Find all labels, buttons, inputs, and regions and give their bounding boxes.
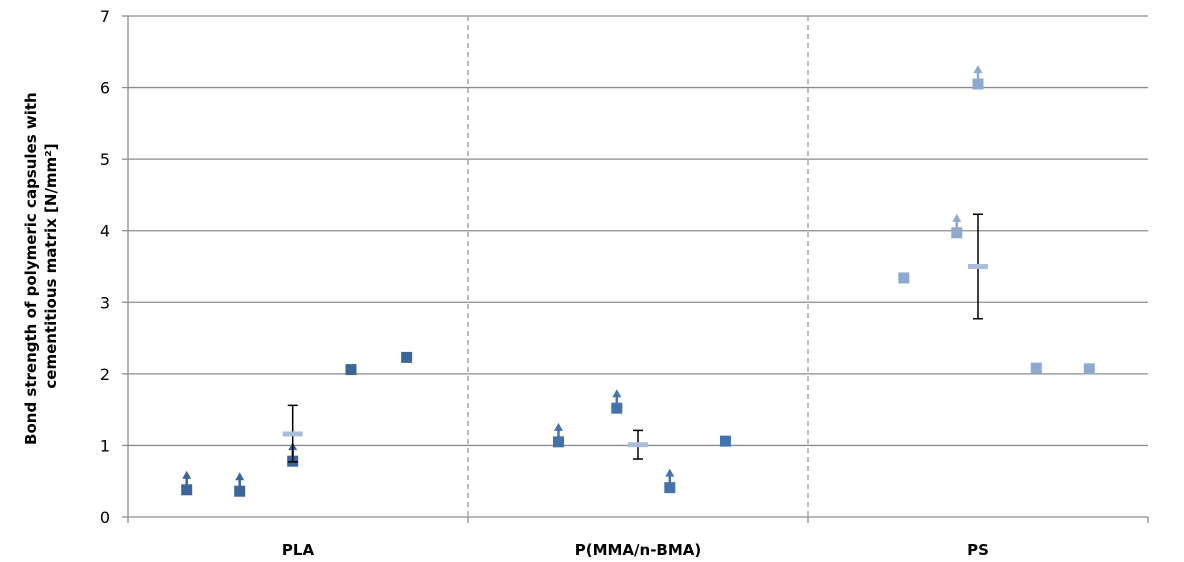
data-point xyxy=(664,468,676,494)
y-tick-label: 2 xyxy=(100,365,110,384)
mean-error-bar xyxy=(968,213,988,320)
data-point xyxy=(553,422,564,448)
data-point-marker xyxy=(345,364,357,376)
mean-marker xyxy=(968,264,988,269)
mean-error-bar xyxy=(282,404,303,463)
data-point-marker xyxy=(972,78,984,90)
data-point xyxy=(972,64,984,90)
x-category-label: PLA xyxy=(282,541,315,559)
x-category-labels: PLA P(MMA/n-BMA) PS xyxy=(282,541,989,559)
data-point xyxy=(234,472,246,497)
lower-bound-arrow-head xyxy=(665,468,675,477)
data-point xyxy=(1030,362,1042,374)
y-tick-labels: 0 1 2 3 4 5 6 7 xyxy=(100,7,110,527)
lower-bound-arrow-head xyxy=(973,64,983,73)
mean-marker xyxy=(628,442,648,448)
data-point-marker xyxy=(719,435,731,447)
data-point-marker xyxy=(1030,362,1042,374)
data-point-marker xyxy=(181,484,193,496)
lower-bound-arrow-head xyxy=(952,213,962,222)
data-point xyxy=(1083,363,1095,375)
y-tick-label: 6 xyxy=(100,79,110,98)
y-tick-label: 0 xyxy=(100,508,110,527)
data-point xyxy=(401,351,413,363)
gridlines xyxy=(128,15,1148,447)
data-point xyxy=(951,213,963,239)
data-point-marker xyxy=(664,482,676,494)
x-category-label: P(MMA/n-BMA) xyxy=(575,541,702,559)
data-point-marker xyxy=(401,351,413,363)
category-separators xyxy=(467,16,809,517)
mean-marker xyxy=(282,431,303,437)
y-axis-title-line-2: cementitious matrix [N/mm²] xyxy=(42,143,60,388)
data-point xyxy=(611,389,623,414)
y-tick-label: 5 xyxy=(100,150,110,169)
y-tick-label: 3 xyxy=(100,293,110,312)
y-tick-label: 4 xyxy=(100,222,110,241)
y-tick-label: 7 xyxy=(100,7,110,26)
lower-bound-arrow-head xyxy=(612,389,622,398)
data-point-marker xyxy=(898,272,910,284)
data-point xyxy=(181,470,193,496)
data-point xyxy=(345,364,357,376)
y-axis-title-line-1: Bond strength of polymeric capsules with xyxy=(22,92,40,445)
x-category-label: PS xyxy=(967,541,989,559)
data-point xyxy=(719,435,731,447)
data-point xyxy=(898,272,910,284)
data-point-marker xyxy=(234,485,246,497)
axes xyxy=(122,15,1149,523)
data-point-marker xyxy=(553,436,564,448)
lower-bound-arrow-head xyxy=(235,472,245,481)
lower-bound-arrow-head xyxy=(182,470,192,479)
y-axis-title: Bond strength of polymeric capsules with… xyxy=(22,87,60,445)
data-marks xyxy=(181,64,1095,497)
lower-bound-arrow-head xyxy=(554,422,563,431)
data-point-marker xyxy=(951,227,963,239)
mean-error-bar xyxy=(628,429,648,460)
data-point-marker xyxy=(611,402,623,414)
y-tick-label: 1 xyxy=(100,436,110,455)
data-point-marker xyxy=(1083,363,1095,375)
